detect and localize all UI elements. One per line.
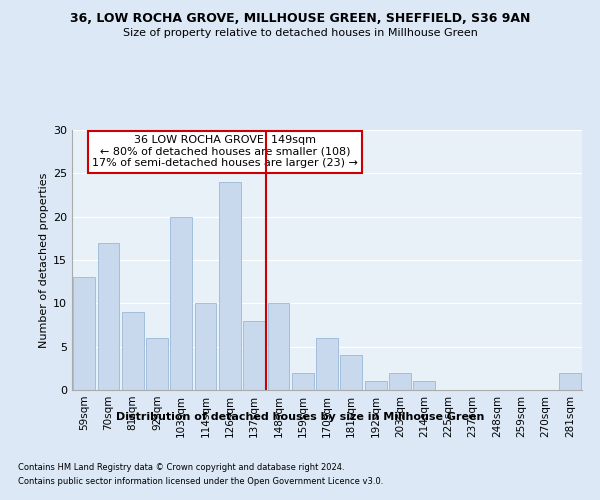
Bar [340,356,362,390]
Bar [73,278,95,390]
Bar [194,304,217,390]
Text: Contains public sector information licensed under the Open Government Licence v3: Contains public sector information licen… [18,478,383,486]
Bar [122,312,143,390]
Bar [268,304,289,390]
Bar [292,372,314,390]
Bar [97,242,119,390]
Bar [413,382,435,390]
Text: Contains HM Land Registry data © Crown copyright and database right 2024.: Contains HM Land Registry data © Crown c… [18,462,344,471]
Bar [389,372,411,390]
Text: 36, LOW ROCHA GROVE, MILLHOUSE GREEN, SHEFFIELD, S36 9AN: 36, LOW ROCHA GROVE, MILLHOUSE GREEN, SH… [70,12,530,26]
Bar [170,216,192,390]
Bar [559,372,581,390]
Y-axis label: Number of detached properties: Number of detached properties [39,172,49,348]
Text: 36 LOW ROCHA GROVE: 149sqm
← 80% of detached houses are smaller (108)
17% of sem: 36 LOW ROCHA GROVE: 149sqm ← 80% of deta… [92,135,358,168]
Bar [243,320,265,390]
Bar [219,182,241,390]
Bar [365,382,386,390]
Text: Size of property relative to detached houses in Millhouse Green: Size of property relative to detached ho… [122,28,478,38]
Text: Distribution of detached houses by size in Millhouse Green: Distribution of detached houses by size … [116,412,484,422]
Bar [316,338,338,390]
Bar [146,338,168,390]
